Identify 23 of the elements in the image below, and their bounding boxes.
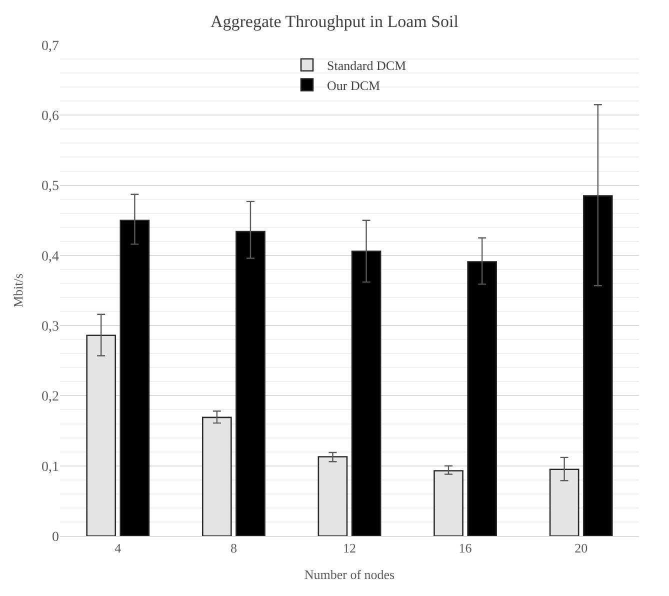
y-tick-label: 0,7: [42, 38, 59, 54]
x-tick-label: 4: [114, 540, 122, 556]
legend-label: Our DCM: [327, 78, 381, 93]
y-tick-label: 0,2: [42, 390, 59, 405]
x-tick-label: 8: [230, 540, 237, 556]
y-tick-label: 0,4: [42, 249, 59, 264]
bar: [467, 261, 498, 536]
y-axis-title: Mbit/s: [10, 274, 26, 308]
legend-label: Standard DCM: [327, 58, 407, 73]
x-tick-label: 12: [343, 540, 356, 556]
chart-title: Aggregate Throughput in Loam Soil: [210, 12, 459, 31]
x-tick-label: 20: [574, 540, 588, 556]
x-tick-label: 16: [458, 540, 472, 556]
y-tick-label: 0,6: [42, 109, 59, 124]
y-tick-label: 0,5: [42, 179, 59, 194]
bar: [351, 250, 382, 536]
bar: [236, 230, 266, 536]
y-tick-label: 0,1: [42, 460, 59, 475]
bar: [582, 195, 613, 536]
bar: [120, 220, 150, 536]
y-tick-label: 0,3: [42, 319, 59, 334]
y-tick-label: 0: [52, 530, 59, 545]
x-axis-title: Number of nodes: [304, 567, 395, 582]
